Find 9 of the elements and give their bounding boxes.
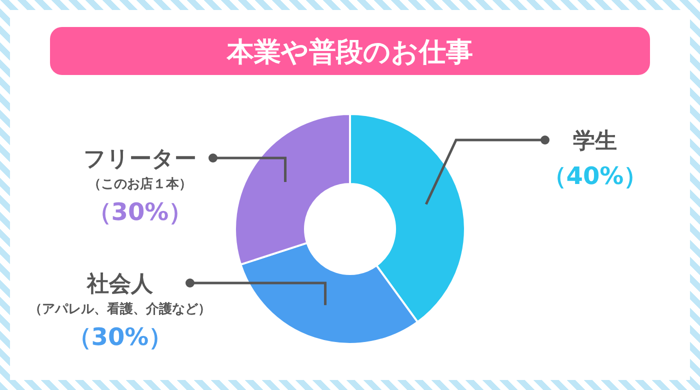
slice-label: 社会人: [86, 272, 154, 297]
chart-title: 本業や普段のお仕事: [226, 37, 473, 68]
slice-label: フリーター: [84, 147, 196, 172]
text: （このお店１本）: [88, 176, 192, 192]
data-label: （30%）: [67, 323, 173, 351]
text: （アパレル、看護、介護など）: [29, 301, 211, 317]
data-label: （40%）: [542, 162, 648, 190]
data-label: （30%）: [87, 198, 193, 226]
slice-label: 学生: [573, 129, 617, 154]
